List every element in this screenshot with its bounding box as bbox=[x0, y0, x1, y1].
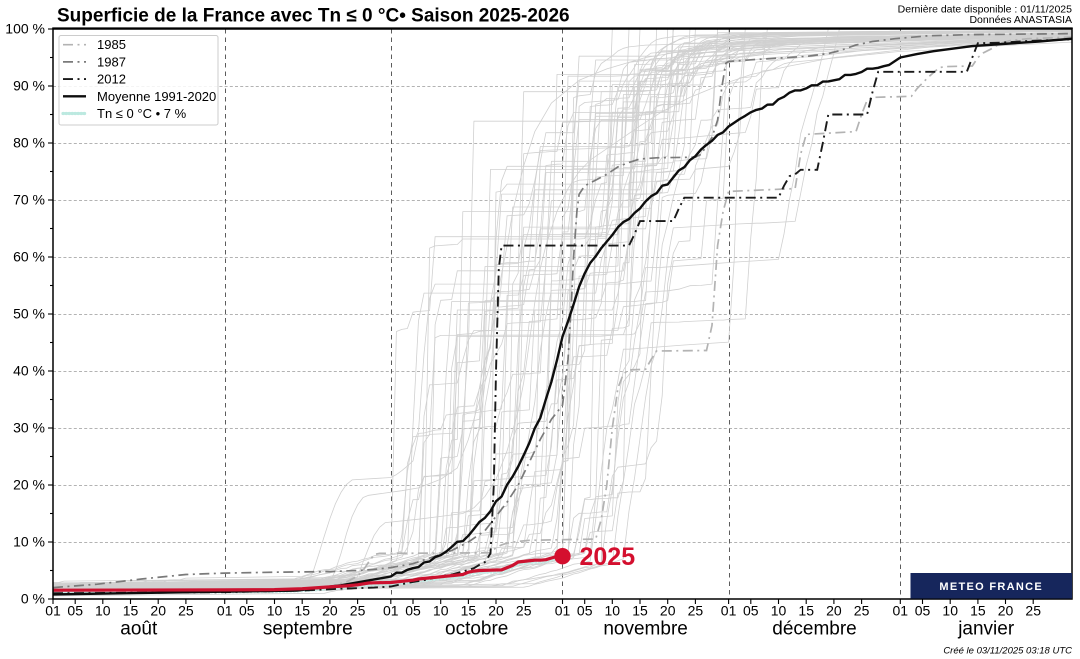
svg-text:30 %: 30 % bbox=[13, 420, 45, 436]
svg-text:01: 01 bbox=[383, 603, 399, 619]
svg-text:10: 10 bbox=[433, 603, 449, 619]
svg-text:10 %: 10 % bbox=[13, 534, 45, 550]
svg-text:1987: 1987 bbox=[97, 54, 126, 69]
svg-text:20: 20 bbox=[826, 603, 842, 619]
svg-text:0 %: 0 % bbox=[21, 591, 45, 607]
svg-text:05: 05 bbox=[405, 603, 421, 619]
svg-text:100 %: 100 % bbox=[5, 21, 45, 37]
svg-text:20: 20 bbox=[322, 603, 338, 619]
svg-text:septembre: septembre bbox=[263, 619, 353, 640]
svg-text:01: 01 bbox=[893, 603, 909, 619]
svg-text:décembre: décembre bbox=[772, 619, 857, 640]
svg-text:Superficie de la France avec T: Superficie de la France avec Tn ≤ 0 °C• … bbox=[57, 6, 570, 27]
svg-text:01: 01 bbox=[721, 603, 737, 619]
svg-text:20 %: 20 % bbox=[13, 477, 45, 493]
svg-text:15: 15 bbox=[461, 603, 477, 619]
svg-text:01: 01 bbox=[45, 603, 61, 619]
svg-text:10: 10 bbox=[771, 603, 787, 619]
svg-text:Moyenne 1991-2020: Moyenne 1991-2020 bbox=[97, 89, 216, 104]
svg-text:15: 15 bbox=[294, 603, 310, 619]
svg-text:05: 05 bbox=[577, 603, 593, 619]
svg-text:05: 05 bbox=[915, 603, 931, 619]
svg-text:2025: 2025 bbox=[580, 543, 636, 571]
svg-text:01: 01 bbox=[555, 603, 571, 619]
svg-text:05: 05 bbox=[743, 603, 759, 619]
svg-text:10: 10 bbox=[942, 603, 958, 619]
svg-text:25: 25 bbox=[1025, 603, 1041, 619]
svg-text:METEO FRANCE: METEO FRANCE bbox=[939, 581, 1043, 593]
svg-text:90 %: 90 % bbox=[13, 78, 45, 94]
svg-text:50 %: 50 % bbox=[13, 306, 45, 322]
svg-text:20: 20 bbox=[998, 603, 1014, 619]
svg-text:25: 25 bbox=[516, 603, 532, 619]
svg-text:novembre: novembre bbox=[603, 619, 688, 640]
svg-text:15: 15 bbox=[970, 603, 986, 619]
svg-text:40 %: 40 % bbox=[13, 363, 45, 379]
svg-text:25: 25 bbox=[854, 603, 870, 619]
svg-text:70 %: 70 % bbox=[13, 192, 45, 208]
svg-text:Tn ≤ 0 °C • 7 %: Tn ≤ 0 °C • 7 % bbox=[97, 106, 187, 121]
svg-text:01: 01 bbox=[217, 603, 233, 619]
svg-text:25: 25 bbox=[350, 603, 366, 619]
svg-text:25: 25 bbox=[178, 603, 194, 619]
svg-text:août: août bbox=[120, 619, 158, 640]
svg-text:octobre: octobre bbox=[445, 619, 508, 640]
svg-text:60 %: 60 % bbox=[13, 249, 45, 265]
svg-text:80 %: 80 % bbox=[13, 135, 45, 151]
svg-text:Données ANASTASIA: Données ANASTASIA bbox=[969, 14, 1072, 26]
svg-text:2012: 2012 bbox=[97, 72, 126, 87]
svg-text:Créé le 03/11/2025 03:18 UTC: Créé le 03/11/2025 03:18 UTC bbox=[943, 646, 1072, 657]
svg-text:Dernière date disponible : 01/: Dernière date disponible : 01/11/2025 bbox=[898, 4, 1073, 16]
svg-text:15: 15 bbox=[632, 603, 648, 619]
svg-text:20: 20 bbox=[150, 603, 166, 619]
svg-text:20: 20 bbox=[660, 603, 676, 619]
svg-text:10: 10 bbox=[267, 603, 283, 619]
svg-text:20: 20 bbox=[488, 603, 504, 619]
svg-text:15: 15 bbox=[798, 603, 814, 619]
svg-text:25: 25 bbox=[688, 603, 704, 619]
svg-text:05: 05 bbox=[239, 603, 255, 619]
svg-text:10: 10 bbox=[605, 603, 621, 619]
svg-text:10: 10 bbox=[95, 603, 111, 619]
svg-text:05: 05 bbox=[67, 603, 83, 619]
svg-text:15: 15 bbox=[123, 603, 139, 619]
svg-text:janvier: janvier bbox=[957, 619, 1015, 640]
svg-text:1985: 1985 bbox=[97, 37, 126, 52]
